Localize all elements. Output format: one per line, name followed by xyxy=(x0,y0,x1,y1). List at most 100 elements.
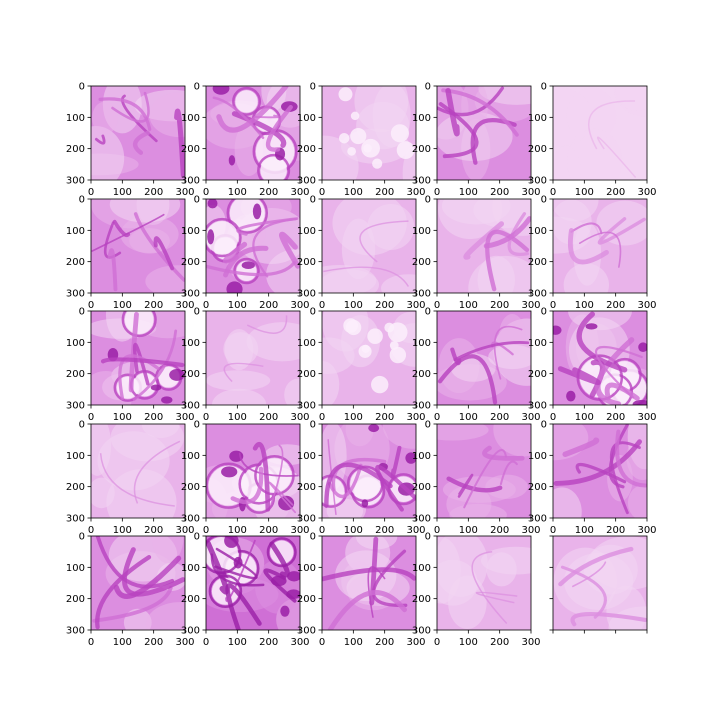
x-tick-label: 200 xyxy=(490,412,509,423)
x-tick-label: 100 xyxy=(228,187,247,198)
y-tick-label: 200 xyxy=(297,144,316,155)
x-tick-label: 100 xyxy=(575,412,594,423)
x-tick-label: 200 xyxy=(490,637,509,648)
panel-frame xyxy=(436,85,532,181)
x-tick-label: 300 xyxy=(521,525,540,536)
x-tick-label: 100 xyxy=(113,412,132,423)
y-tick-label: 300 xyxy=(412,401,431,412)
y-tick-label: 200 xyxy=(412,257,431,268)
x-tick-label: 300 xyxy=(637,412,656,423)
panel-frame xyxy=(205,423,301,519)
x-tick-label: 0 xyxy=(434,637,440,648)
panel-frame xyxy=(436,198,532,294)
y-tick-label: 200 xyxy=(181,257,200,268)
x-tick-label: 200 xyxy=(490,300,509,311)
y-tick-label: 200 xyxy=(412,482,431,493)
x-tick-label: 100 xyxy=(459,525,478,536)
micrograph-image xyxy=(206,424,300,518)
micrograph-image xyxy=(322,536,416,630)
micrograph-image xyxy=(437,86,531,180)
panel-frame xyxy=(552,535,648,631)
y-tick-label: 300 xyxy=(528,176,547,187)
x-tick-label: 0 xyxy=(88,187,94,198)
x-tick-label: 300 xyxy=(175,637,194,648)
x-tick-label: 0 xyxy=(88,637,94,648)
micrograph-image xyxy=(553,86,647,180)
y-tick-label: 300 xyxy=(181,514,200,525)
x-tick-label: 0 xyxy=(550,525,556,536)
x-tick-label: 300 xyxy=(521,412,540,423)
x-tick-label: 300 xyxy=(521,187,540,198)
micrograph-image xyxy=(206,199,300,293)
panel-frame xyxy=(90,423,186,519)
y-tick-label: 100 xyxy=(181,451,200,462)
panel-frame xyxy=(552,85,648,181)
micrograph-image xyxy=(206,311,300,405)
x-tick-label: 300 xyxy=(406,412,425,423)
panel-frame xyxy=(205,198,301,294)
y-tick-label: 300 xyxy=(528,514,547,525)
micrograph-image xyxy=(91,536,185,630)
y-tick-label: 300 xyxy=(181,289,200,300)
micrograph-image xyxy=(91,424,185,518)
y-tick-label: 0 xyxy=(541,307,547,318)
x-tick-label: 0 xyxy=(88,525,94,536)
y-tick-label: 200 xyxy=(66,257,85,268)
panel-frame xyxy=(321,85,417,181)
y-tick-label: 100 xyxy=(66,338,85,349)
x-tick-label: 200 xyxy=(490,525,509,536)
y-tick-label: 0 xyxy=(425,532,431,543)
y-tick-label: 300 xyxy=(66,401,85,412)
y-tick-label: 0 xyxy=(425,82,431,93)
micrograph-image xyxy=(437,199,531,293)
y-tick-label: 100 xyxy=(412,451,431,462)
x-tick-label: 100 xyxy=(575,300,594,311)
y-tick-label: 100 xyxy=(297,113,316,124)
micrograph-image xyxy=(553,199,647,293)
x-tick-label: 100 xyxy=(228,412,247,423)
y-tick-label: 200 xyxy=(181,144,200,155)
x-tick-label: 0 xyxy=(550,300,556,311)
y-tick-label: 100 xyxy=(181,113,200,124)
x-tick-label: 0 xyxy=(434,187,440,198)
y-tick-label: 0 xyxy=(310,532,316,543)
x-tick-label: 200 xyxy=(144,637,163,648)
y-tick-label: 300 xyxy=(297,176,316,187)
y-tick-label: 100 xyxy=(181,226,200,237)
y-tick-label: 300 xyxy=(297,289,316,300)
x-tick-label: 300 xyxy=(175,412,194,423)
panel-frame xyxy=(90,85,186,181)
panel-frame xyxy=(552,198,648,294)
y-tick-label: 300 xyxy=(297,626,316,637)
micrograph-image xyxy=(553,536,647,630)
y-tick-label: 100 xyxy=(181,563,200,574)
x-tick-label: 0 xyxy=(203,187,209,198)
y-tick-label: 0 xyxy=(194,532,200,543)
x-tick-label: 300 xyxy=(290,300,309,311)
y-tick-label: 200 xyxy=(528,144,547,155)
y-tick-label: 200 xyxy=(66,594,85,605)
y-tick-label: 200 xyxy=(66,482,85,493)
x-tick-label: 100 xyxy=(459,300,478,311)
panel-frame xyxy=(90,310,186,406)
x-tick-label: 0 xyxy=(434,300,440,311)
y-tick-label: 300 xyxy=(297,401,316,412)
panel-frame xyxy=(321,198,417,294)
y-tick-label: 0 xyxy=(79,195,85,206)
x-tick-label: 100 xyxy=(344,412,363,423)
y-tick-label: 300 xyxy=(66,289,85,300)
y-tick-label: 300 xyxy=(412,514,431,525)
y-tick-label: 200 xyxy=(528,369,547,380)
y-tick-label: 300 xyxy=(412,626,431,637)
